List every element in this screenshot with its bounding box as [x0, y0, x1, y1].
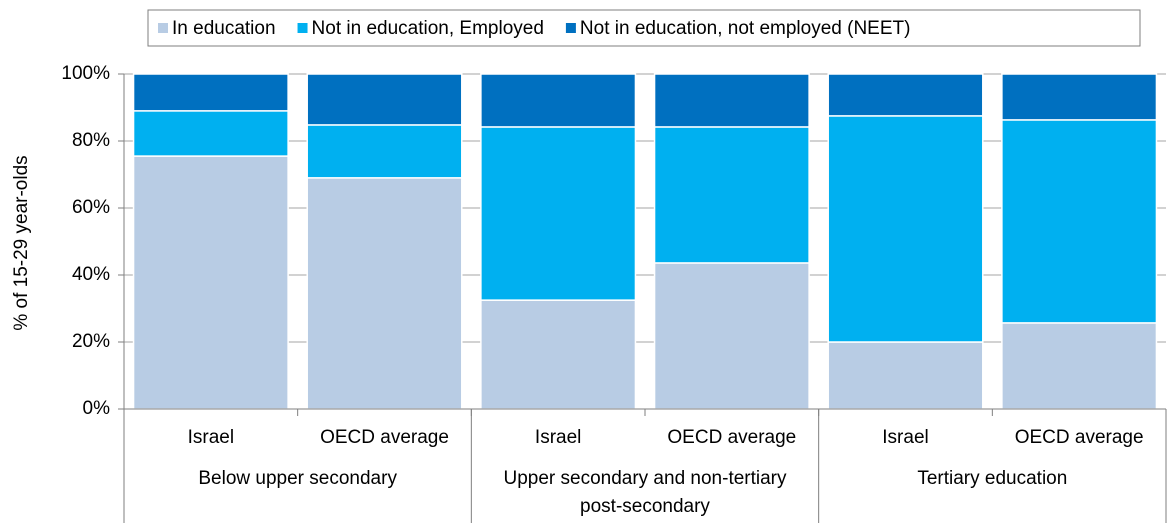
group-label-box: Tertiary education [917, 468, 1068, 489]
group-label: Tertiary education [917, 468, 1068, 489]
x-tick-label: Israel [188, 427, 234, 448]
bar-segment [1001, 119, 1158, 324]
y-tick-label: 20% [72, 331, 110, 352]
bar-segment [132, 110, 289, 157]
x-tick-label: OECD average [320, 427, 449, 448]
bar-segment [653, 262, 810, 410]
y-axis-label: % of 15-29 year-olds [11, 155, 32, 330]
bar-segment [132, 155, 289, 410]
bar-segment [653, 126, 810, 264]
legend-swatch [565, 23, 576, 33]
x-tick-label: OECD average [1015, 427, 1144, 448]
legend-label: In education [172, 18, 276, 39]
legend-label: Not in education, not employed (NEET) [580, 18, 911, 39]
legend-box [147, 9, 1141, 47]
bar-segment [480, 299, 637, 410]
bar-segment [132, 73, 289, 112]
y-tick-label: 40% [72, 264, 110, 285]
bar-segment [1001, 322, 1158, 410]
bar-segment [653, 73, 810, 128]
x-tick-label: Israel [882, 427, 928, 448]
x-tick-label: Israel [535, 427, 581, 448]
x-tick-label: OECD average [667, 427, 796, 448]
bar-segment [827, 73, 984, 117]
y-tick-label: 0% [83, 398, 111, 419]
group-label: Below upper secondary [198, 468, 397, 489]
bar-segment [306, 177, 463, 410]
legend-swatch [297, 23, 308, 33]
legend-swatch [158, 23, 168, 33]
group-label-box: Below upper secondary [198, 468, 397, 489]
bar-segment [1001, 73, 1158, 121]
group-label-box: Upper secondary and non-tertiary post-se… [503, 468, 787, 517]
legend-label: Not in education, Employed [312, 18, 544, 39]
bar-segment [827, 341, 984, 410]
y-tick-label: 80% [72, 130, 110, 151]
bar-segment [480, 73, 637, 128]
y-tick-label: 60% [72, 197, 110, 218]
bar-segment [306, 124, 463, 179]
bar-segment [306, 73, 463, 126]
bar-segment [827, 115, 984, 343]
bar-segment [480, 126, 637, 301]
y-tick-label: 100% [61, 63, 110, 84]
group-label: Upper secondary and non-tertiary post-se… [503, 468, 787, 517]
